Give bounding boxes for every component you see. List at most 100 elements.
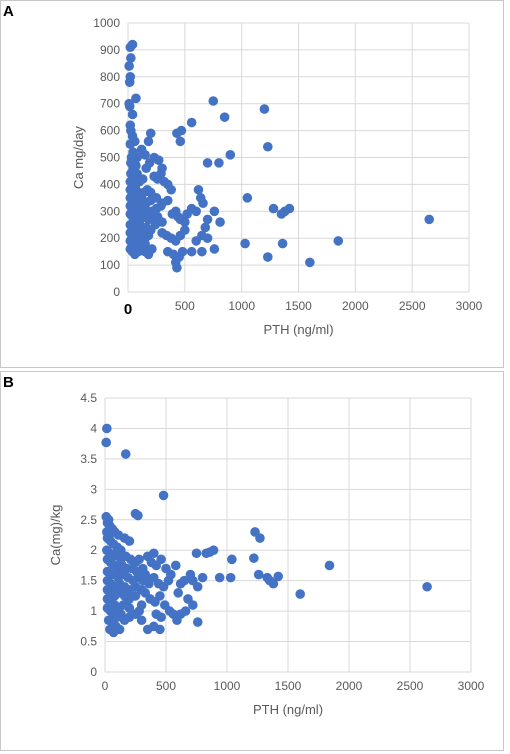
y-tick-label: 1 (90, 604, 97, 618)
y-tick-label: 800 (100, 70, 120, 84)
y-tick-label: 300 (100, 204, 120, 218)
scatter-point (172, 262, 182, 273)
scatter-point (120, 449, 131, 459)
scatter-point (137, 174, 148, 184)
scatter-point (131, 160, 141, 171)
scatter-point (142, 624, 153, 635)
scatter-point (127, 39, 138, 50)
scatter-point (273, 571, 284, 582)
scatter-point (208, 545, 219, 556)
scatter-point (180, 217, 190, 227)
scatter-point (424, 214, 435, 225)
panel-letter: B (3, 374, 14, 391)
y-tick-label: 100 (100, 258, 120, 272)
scatter-point (124, 101, 135, 112)
scatter-point (268, 578, 279, 589)
scatter-point (284, 203, 295, 214)
scatter-point (295, 589, 306, 599)
scatter-point (277, 238, 288, 249)
scatter-point (202, 233, 213, 243)
scatter-point (155, 624, 165, 635)
scatter-point (191, 548, 202, 559)
scatter-chart-a: 0 100 200 300 400 500 600 700 800 900 1000 0 500 1000… (71, 16, 483, 337)
scatter-point (255, 533, 265, 543)
y-tick-label: 4.5 (80, 391, 97, 405)
scatter-point (225, 150, 236, 160)
y-tick-label: 0 (90, 665, 97, 679)
scatter-point (333, 236, 344, 246)
y-tick-label: 0.5 (80, 635, 97, 649)
scatter-point (268, 203, 279, 214)
scatter-point (263, 141, 273, 152)
y-tick-label: 2 (90, 543, 97, 557)
scatter-point (188, 600, 198, 610)
scatter-point (156, 554, 166, 565)
scatter-point (202, 158, 213, 168)
scatter-point (249, 553, 259, 563)
y-tick-label: 0 (113, 285, 120, 299)
scatter-point (176, 125, 187, 136)
scatter-point (197, 572, 208, 583)
x-tick-label: 3000 (458, 679, 485, 693)
scatter-point (200, 222, 211, 233)
scatter-point (132, 152, 142, 163)
y-tick-label: 400 (100, 177, 120, 191)
scatter-point (305, 257, 315, 268)
scatter-point (202, 214, 213, 225)
scatter-point (197, 246, 207, 257)
x-axis-title: PTH (ng/ml) (253, 702, 323, 717)
scatter-point (422, 581, 432, 592)
scatter-point (124, 61, 134, 71)
y-tick-label: 900 (100, 43, 120, 57)
x-tick-label: 1500 (285, 299, 312, 313)
scatter-point (108, 627, 119, 638)
y-tick-label: 600 (100, 124, 120, 138)
scatter-point (225, 572, 236, 583)
scatter-point (172, 615, 182, 626)
x-tick-label: 2500 (397, 679, 424, 693)
scatter-point (101, 437, 112, 448)
scatter-point (193, 184, 204, 195)
scatter-point (144, 578, 154, 589)
scatter-point (156, 168, 166, 179)
chart-panel-a: A 0 100 200 300 400 500 600 700 800 900 1000 0 500 10… (0, 0, 504, 368)
y-tick-label: 4 (90, 421, 97, 435)
scatter-point (134, 554, 144, 565)
x-tick-label: 0 (124, 301, 132, 318)
y-tick-label: 3.5 (80, 452, 97, 466)
scatter-point (153, 155, 164, 165)
scatter-point (126, 53, 136, 63)
y-tick-label: 500 (100, 151, 120, 165)
scatter-point (219, 112, 230, 122)
scatter-point (145, 128, 156, 139)
x-tick-label: 500 (156, 679, 176, 693)
scatter-point (125, 139, 136, 149)
scatter-point (173, 588, 183, 598)
scatter-chart-b: 0 0.5 1 1.5 2 2.5 3 3.5 4 4.5 0 500 1000 1500 2000 2500… (48, 391, 485, 717)
y-tick-label: 1.5 (80, 574, 97, 588)
scatter-point (143, 230, 154, 241)
scatter-point (155, 591, 165, 601)
scatter-point (209, 244, 220, 254)
x-axis-title: PTH (ng/ml) (263, 322, 333, 337)
scatter-point (253, 569, 264, 580)
scatter-point (170, 560, 181, 571)
scatter-point (259, 104, 270, 114)
y-tick-label: 1000 (93, 16, 120, 30)
y-axis-title: Ca(mg)/kg (48, 505, 63, 566)
chart-panel-b: B 0 0.5 1 1.5 2 2.5 3 3.5 4 4.5 0 500 1000 1500 2000 25… (0, 371, 504, 751)
x-tick-label: 3000 (456, 299, 483, 313)
panel-letter: A (3, 3, 14, 20)
scatter-point (131, 93, 141, 104)
scatter-point (162, 195, 173, 206)
y-tick-label: 200 (100, 231, 120, 245)
scatter-point (124, 77, 135, 87)
scatter-point (263, 252, 273, 262)
scatter-point (136, 615, 147, 626)
x-tick-label: 1500 (275, 679, 302, 693)
scatter-point (214, 158, 224, 168)
scatter-point (133, 510, 143, 521)
scatter-point (143, 136, 154, 147)
scatter-point (208, 96, 219, 106)
y-tick-label: 3 (90, 482, 97, 496)
